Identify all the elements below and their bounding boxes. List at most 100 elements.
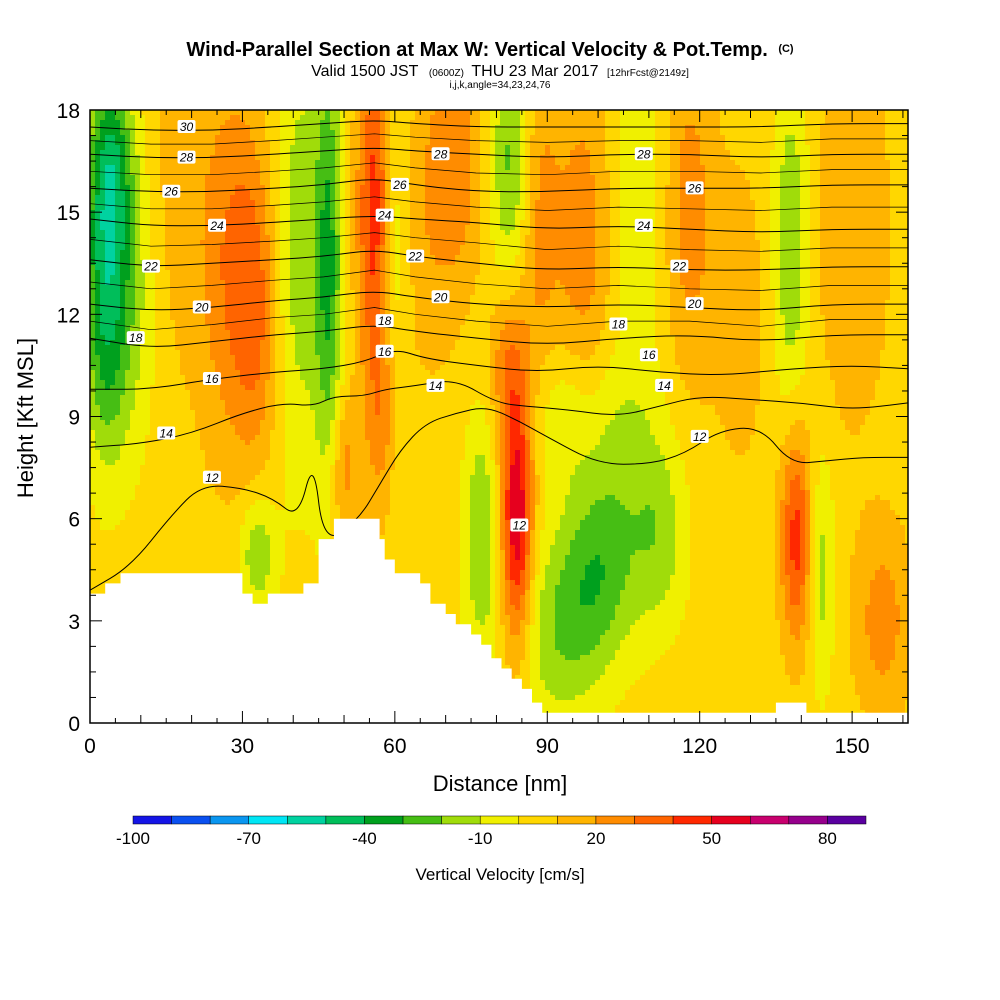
field-cell: [240, 145, 246, 151]
field-cell: [165, 300, 171, 306]
field-cell: [155, 110, 161, 116]
field-cell: [120, 545, 126, 551]
field-cell: [130, 430, 136, 436]
field-cell: [185, 535, 191, 541]
field-cell: [245, 180, 251, 186]
field-cell: [145, 390, 151, 396]
field-cell: [130, 555, 136, 561]
field-cell: [170, 480, 176, 486]
field-cell: [250, 380, 256, 386]
field-cell: [215, 150, 221, 156]
field-cell: [270, 325, 276, 331]
field-cell: [170, 390, 176, 396]
field-cell: [265, 175, 271, 181]
field-cell: [115, 405, 121, 411]
field-cell: [90, 450, 96, 456]
field-cell: [250, 360, 256, 366]
field-cell: [170, 300, 176, 306]
field-cell: [90, 545, 96, 551]
field-cell: [145, 520, 151, 526]
field-cell: [140, 290, 146, 296]
field-cell: [225, 485, 231, 491]
field-cell: [225, 430, 231, 436]
plot-area: 3028262422201816141228262422201816141228…: [90, 110, 911, 726]
field-cell: [175, 395, 181, 401]
field-cell: [195, 535, 201, 541]
field-cell: [135, 415, 141, 421]
field-cell: [250, 330, 256, 336]
field-cell: [130, 245, 136, 251]
field-cell: [210, 270, 216, 276]
field-cell: [260, 470, 266, 476]
field-cell: [260, 460, 266, 466]
field-cell: [155, 405, 161, 411]
field-cell: [195, 445, 201, 451]
field-cell: [220, 510, 226, 516]
field-cell: [150, 165, 156, 171]
field-cell: [260, 300, 266, 306]
field-cell: [230, 540, 236, 546]
field-cell: [255, 520, 261, 526]
field-cell: [195, 135, 201, 141]
field-cell: [110, 450, 116, 456]
field-cell: [245, 435, 251, 441]
field-cell: [145, 315, 151, 321]
field-cell: [260, 530, 266, 536]
field-cell: [125, 215, 131, 221]
field-cell: [220, 410, 226, 416]
field-cell: [130, 420, 136, 426]
field-cell: [150, 130, 156, 136]
field-cell: [250, 375, 256, 381]
field-cell: [125, 410, 131, 416]
field-cell: [115, 540, 121, 546]
field-cell: [240, 540, 246, 546]
field-cell: [180, 295, 186, 301]
field-cell: [260, 515, 266, 521]
field-cell: [150, 205, 156, 211]
field-cell: [230, 315, 236, 321]
field-cell: [140, 160, 146, 166]
field-cell: [250, 140, 256, 146]
field-cell: [265, 225, 271, 231]
field-cell: [255, 330, 261, 336]
field-cell: [140, 320, 146, 326]
field-cell: [235, 495, 241, 501]
field-cell: [180, 440, 186, 446]
field-cell: [250, 535, 256, 541]
field-cell: [155, 115, 161, 121]
field-cell: [245, 345, 251, 351]
field-cell: [160, 565, 166, 571]
field-cell: [215, 240, 221, 246]
field-cell: [270, 340, 276, 346]
field-cell: [175, 320, 181, 326]
field-cell: [255, 230, 261, 236]
field-cell: [150, 330, 156, 336]
field-cell: [160, 115, 166, 121]
field-cell: [210, 490, 216, 496]
field-cell: [240, 345, 246, 351]
field-cell: [105, 165, 111, 171]
field-cell: [230, 475, 236, 481]
field-cell: [265, 415, 271, 421]
field-cell: [185, 560, 191, 566]
field-cell: [145, 380, 151, 386]
field-cell: [240, 290, 246, 296]
field-cell: [100, 570, 106, 576]
field-cell: [245, 380, 251, 386]
field-cell: [240, 250, 246, 256]
field-cell: [260, 365, 266, 371]
field-cell: [105, 210, 111, 216]
field-cell: [260, 565, 266, 571]
field-cell: [135, 175, 141, 181]
field-cell: [170, 415, 176, 421]
field-cell: [215, 550, 221, 556]
field-cell: [200, 280, 206, 286]
field-cell: [145, 465, 151, 471]
field-cell: [240, 555, 246, 561]
field-cell: [105, 365, 111, 371]
field-cell: [210, 495, 216, 501]
field-cell: [145, 110, 151, 116]
field-cell: [225, 230, 231, 236]
field-cell: [200, 215, 206, 221]
field-cell: [230, 130, 236, 136]
